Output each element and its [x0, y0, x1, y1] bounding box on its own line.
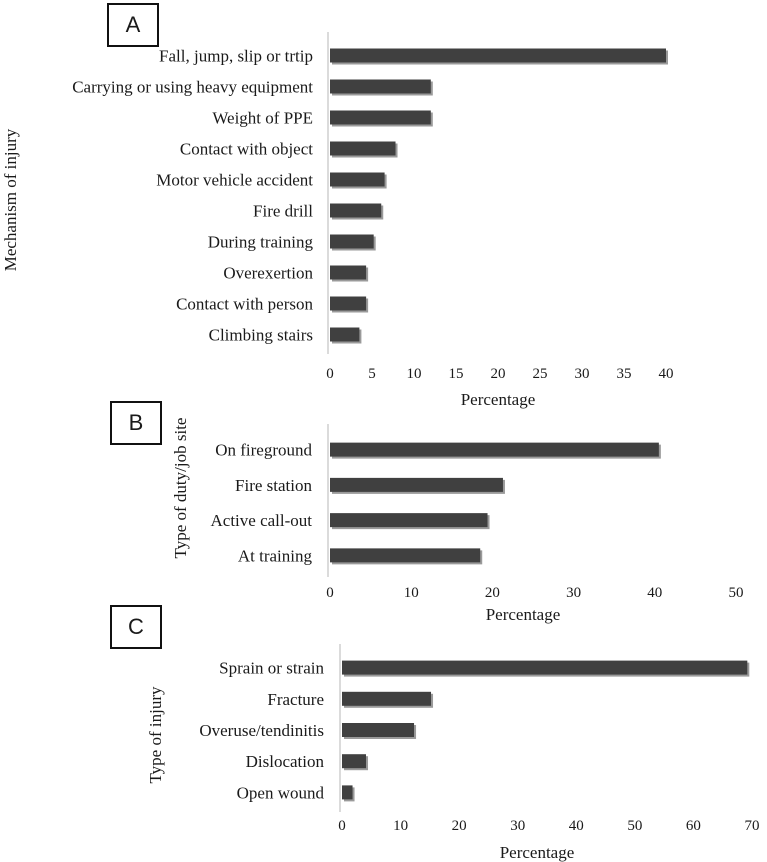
- bar: [342, 785, 353, 800]
- category-label: Contact with object: [180, 140, 313, 159]
- category-label: Weight of PPE: [212, 109, 313, 128]
- x-tick-label: 70: [745, 818, 760, 834]
- x-tick-label: 20: [491, 366, 506, 382]
- x-tick-label: 10: [393, 818, 408, 834]
- y-axis-title: Mechanism of injury: [1, 128, 20, 271]
- category-label: Dislocation: [246, 752, 325, 771]
- category-label: Fire station: [235, 476, 312, 495]
- bar: [330, 327, 360, 342]
- x-tick-label: 40: [659, 366, 674, 382]
- x-tick-label: 20: [452, 818, 467, 834]
- y-axis-title: Type of duty/job site: [171, 418, 190, 559]
- category-label: Carrying or using heavy equipment: [72, 78, 313, 97]
- category-label: Overexertion: [223, 264, 313, 283]
- panel-b-chart: On fireground Fire station Active call-out…: [171, 418, 744, 624]
- bar: [330, 442, 659, 457]
- bar: [330, 513, 488, 528]
- x-tick-label: 10: [407, 366, 422, 382]
- x-axis-title: Percentage: [461, 390, 536, 409]
- category-label: Sprain or strain: [219, 659, 324, 678]
- x-tick-label: 15: [449, 366, 464, 382]
- bar: [330, 110, 431, 125]
- x-tick-label: 30: [510, 818, 525, 834]
- category-label: Open wound: [237, 783, 325, 802]
- bar: [342, 660, 748, 675]
- category-label: Motor vehicle accident: [156, 171, 313, 190]
- x-tick-label: 10: [404, 585, 419, 601]
- bar: [330, 203, 382, 218]
- bar: [330, 234, 374, 249]
- bar: [330, 48, 666, 63]
- bar: [342, 691, 432, 706]
- x-tick-label: 40: [569, 818, 584, 834]
- panel-label-b: B: [110, 401, 162, 445]
- bar: [342, 723, 415, 737]
- bar: [330, 172, 385, 187]
- x-tick-label: 30: [575, 366, 590, 382]
- x-tick-label: 35: [617, 366, 632, 382]
- category-label: Contact with person: [176, 295, 313, 314]
- y-axis-title: Type of injury: [146, 686, 165, 784]
- x-tick-label: 0: [338, 818, 346, 834]
- bar: [330, 548, 481, 563]
- x-tick-label: 5: [368, 366, 376, 382]
- panel-label-a: A: [107, 3, 159, 47]
- x-tick-label: 40: [647, 585, 662, 601]
- category-label: Overuse/tendinitis: [199, 721, 324, 740]
- bar: [330, 141, 396, 156]
- category-label: Fracture: [267, 690, 324, 709]
- category-label: On fireground: [215, 441, 312, 460]
- x-tick-label: 20: [485, 585, 500, 601]
- x-tick-label: 25: [533, 366, 548, 382]
- x-tick-label: 0: [326, 585, 334, 601]
- category-label: Climbing stairs: [209, 326, 313, 345]
- category-label: Fire drill: [253, 202, 313, 221]
- bar: [342, 754, 367, 769]
- x-axis-title: Percentage: [486, 605, 561, 624]
- bar: [330, 477, 503, 492]
- panel-label-c: C: [110, 605, 162, 649]
- x-tick-label: 50: [729, 585, 744, 601]
- category-label: At training: [238, 546, 313, 565]
- bar: [330, 79, 431, 94]
- x-axis-title: Percentage: [500, 843, 575, 862]
- category-label: Fall, jump, slip or trtip: [159, 47, 313, 66]
- bar: [330, 265, 367, 280]
- x-tick-label: 0: [326, 366, 334, 382]
- bar: [330, 296, 367, 311]
- category-label: During training: [208, 233, 314, 252]
- x-tick-label: 50: [627, 818, 642, 834]
- x-tick-label: 30: [566, 585, 581, 601]
- x-tick-label: 60: [686, 818, 701, 834]
- panel-a-chart: Fall, jump, slip or trtip Carrying or usi…: [1, 32, 674, 409]
- category-label: Active call-out: [211, 511, 313, 530]
- panel-c-chart: Sprain or strain Fracture Overuse/tendinit…: [146, 644, 760, 862]
